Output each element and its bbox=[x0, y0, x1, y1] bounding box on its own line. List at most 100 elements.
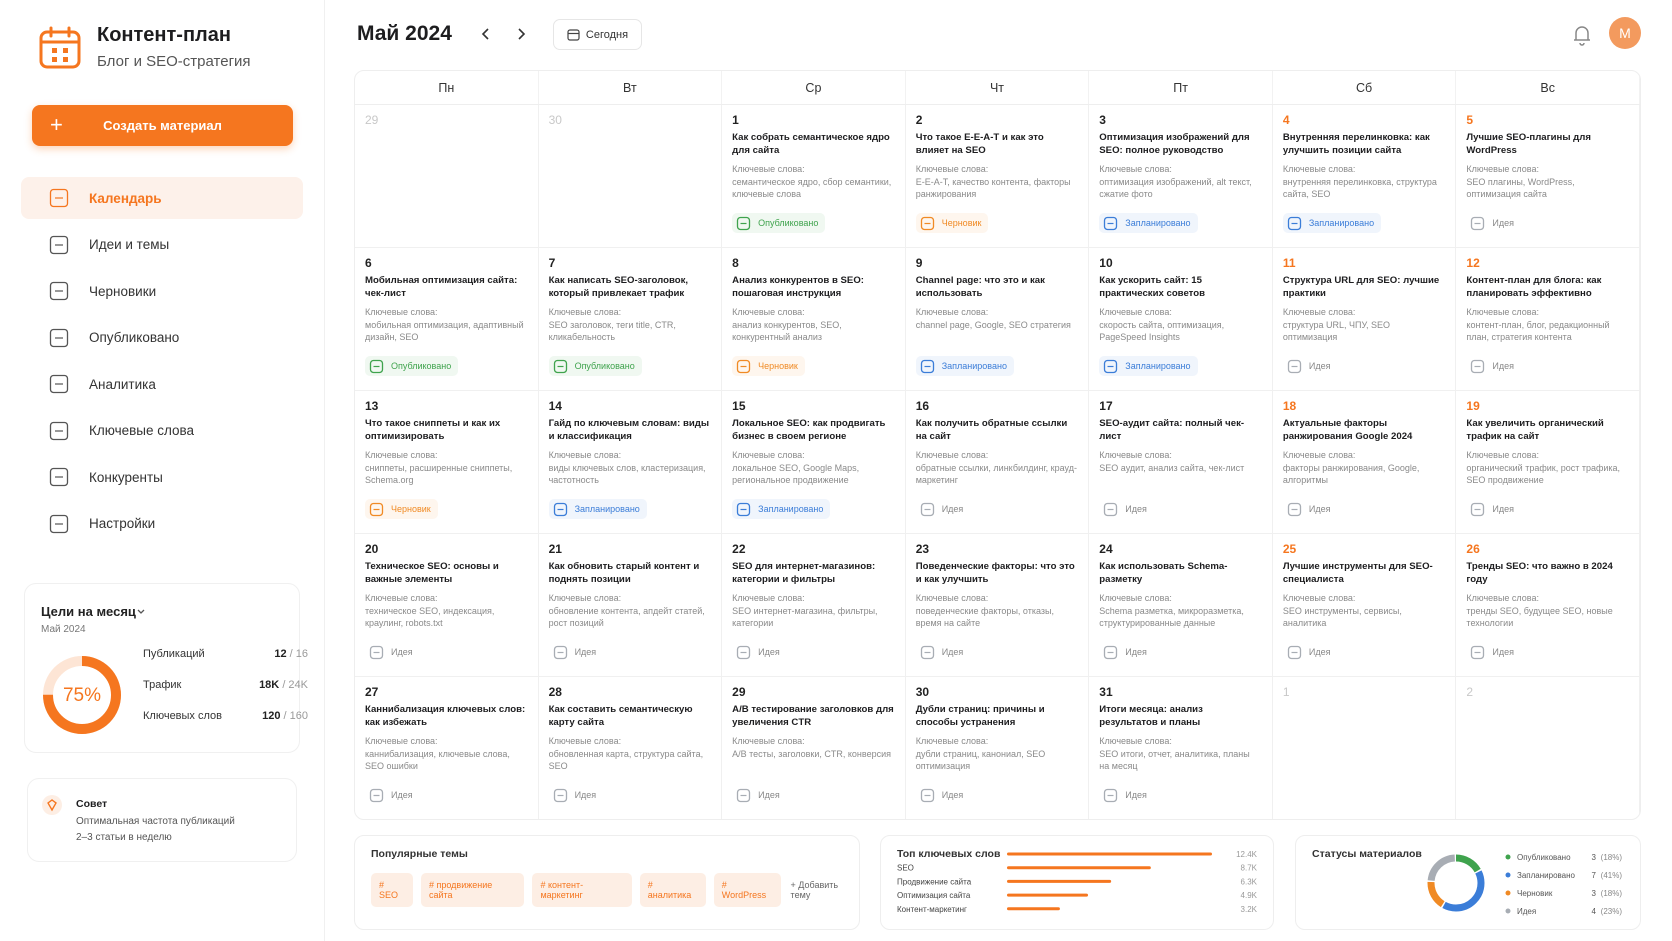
calendar-cell[interactable]: 14 Гайд по ключевым словам: виды и класси… bbox=[538, 391, 723, 534]
calendar-cell[interactable]: 15 Локальное SEO: как продвигать бизнес в… bbox=[722, 391, 906, 534]
calendar-cell[interactable]: 10 Как ускорить сайт: 15 практических сов… bbox=[1089, 248, 1273, 391]
tag[interactable]: # аналитика bbox=[639, 873, 706, 907]
post-title: Оптимизация изображений для SEO: полное … bbox=[1099, 132, 1250, 156]
calendar-cell[interactable]: 29 bbox=[355, 105, 539, 248]
day-number: 27 bbox=[365, 685, 379, 699]
status-pill: Запланировано bbox=[732, 499, 831, 519]
nav-item[interactable]: Конкуренты bbox=[21, 456, 303, 498]
tag[interactable]: # контент-маркетинг bbox=[532, 873, 632, 907]
prev-month[interactable] bbox=[478, 26, 494, 42]
icon-shape bbox=[49, 421, 69, 440]
status-label: Идея bbox=[1308, 361, 1331, 371]
calendar-cell[interactable]: 21 Как обновить старый контент и поднять … bbox=[538, 534, 723, 677]
calendar-cell[interactable]: 5 Лучшие SEO-плагины для WordPress Ключевы… bbox=[1456, 105, 1640, 248]
day-number: 15 bbox=[732, 399, 746, 413]
calendar-cell[interactable]: 12 Контент-план для блога: как планироват… bbox=[1456, 248, 1640, 391]
calendar-cell[interactable]: 1 Как собрать семантическое ядро для сайт… bbox=[722, 105, 906, 248]
day-number: 1 bbox=[732, 113, 739, 127]
calendar-cell[interactable]: 20 Техническое SEO: основы и важные элеме… bbox=[355, 534, 539, 677]
calendar-cell[interactable]: 22 SEO для интернет-магазинов: категории … bbox=[722, 534, 906, 677]
keywords-label: Ключевые слова: bbox=[1466, 450, 1539, 460]
day-number: 18 bbox=[1282, 399, 1297, 413]
tag[interactable]: # продвижение сайта bbox=[420, 873, 525, 907]
nav-item[interactable]: Черновики bbox=[21, 270, 303, 312]
calendar-cell[interactable]: 4 Внутренняя перелинковка: как улучшить п… bbox=[1272, 105, 1457, 248]
nav-item[interactable]: Опубликовано bbox=[21, 317, 303, 359]
calendar-cell[interactable]: 8 Анализ конкурентов в SEO: пошаговая инс… bbox=[722, 248, 906, 391]
day-number: 9 bbox=[915, 256, 923, 270]
tag[interactable]: # WordPress bbox=[713, 873, 781, 907]
calendar-cell[interactable]: 9 Channel page: что это и как использоват… bbox=[905, 248, 1090, 391]
add-topic[interactable]: + Добавить тему bbox=[790, 880, 839, 900]
create-button[interactable]: + Создать материал bbox=[32, 105, 293, 146]
icon bbox=[1287, 502, 1301, 516]
day-number: 10 bbox=[1099, 256, 1113, 270]
calendar-cell[interactable]: 11 Структура URL для SEO: лучшие практики… bbox=[1272, 248, 1457, 391]
day-number: 20 bbox=[365, 542, 379, 556]
day-number: 19 bbox=[1466, 399, 1480, 413]
calendar-cell[interactable]: 25 Лучшие инструменты для SEO-специалиста… bbox=[1272, 534, 1457, 677]
calendar-cell[interactable]: 13 Что такое сниппеты и как их оптимизиро… bbox=[355, 391, 539, 534]
post-title: Внутренняя перелинковка: как улучшить по… bbox=[1282, 132, 1430, 156]
icon bbox=[553, 788, 567, 802]
avatar[interactable]: M bbox=[1609, 17, 1641, 49]
keyword-bar bbox=[1007, 893, 1089, 897]
icon-shape bbox=[1104, 502, 1118, 516]
nav-label: Идеи и темы bbox=[89, 237, 170, 252]
keyword-bars: 12.4K SEO 8.7K Продвижение сайта 6.3K Оптимиз… bbox=[897, 850, 1258, 914]
calendar-cell[interactable]: 30 Дубли страниц: причины и способы устра… bbox=[906, 677, 1090, 819]
tag[interactable]: # SEO bbox=[371, 873, 413, 907]
top-keywords: Топ ключевых слов 12.4K SEO 8.7K Продвижени… bbox=[880, 835, 1274, 930]
bell[interactable] bbox=[1572, 24, 1592, 46]
goals-period: Май 2024 bbox=[41, 624, 86, 635]
post-title: Тренды SEO: что важно в 2024 году bbox=[1466, 561, 1613, 585]
keywords-label: Ключевые слова: bbox=[1099, 593, 1172, 603]
icon-shape bbox=[736, 216, 751, 230]
icon-shape bbox=[1471, 216, 1485, 230]
calendar-cell[interactable]: 1 bbox=[1273, 677, 1457, 819]
keywords-label: Ключевые слова: bbox=[915, 307, 989, 317]
day-number: 5 bbox=[1466, 113, 1474, 127]
status-pill: Идея bbox=[1283, 356, 1338, 376]
nav-item[interactable]: Аналитика bbox=[21, 363, 303, 405]
calendar-cell[interactable]: 30 bbox=[538, 105, 723, 248]
keyword-value: 4.9K bbox=[1241, 891, 1258, 900]
calendar-cell[interactable]: 17 SEO-аудит сайта: полный чек-лист Ключев… bbox=[1089, 391, 1273, 534]
next-month[interactable] bbox=[513, 26, 529, 42]
nav-item[interactable]: Идеи и темы bbox=[21, 224, 303, 266]
calendar-cell[interactable]: 16 Как получить обратные ссылки на сайт Кл… bbox=[905, 391, 1090, 534]
icon-shape bbox=[1104, 216, 1118, 230]
post-title: Итоги месяца: анализ результатов и планы bbox=[1099, 704, 1203, 728]
calendar-cell[interactable]: 31 Итоги месяца: анализ результатов и пла… bbox=[1089, 677, 1273, 819]
nav-item[interactable]: Настройки bbox=[21, 503, 303, 545]
keywords-label: Ключевые слова: bbox=[1099, 307, 1172, 317]
nav-label: Ключевые слова bbox=[89, 423, 195, 438]
status-pill: Идея bbox=[1466, 499, 1521, 519]
goals-title: Цели на месяц bbox=[41, 604, 136, 619]
calendar-cell[interactable]: 3 Оптимизация изображений для SEO: полное… bbox=[1089, 105, 1273, 248]
keyword-name: Контент-маркетинг bbox=[897, 905, 967, 914]
calendar-cell[interactable]: 27 Каннибализация ключевых слов: как избе… bbox=[355, 677, 539, 819]
calendar-cell[interactable]: 28 Как составить семантическую карту сайт… bbox=[539, 677, 723, 819]
calendar-cell[interactable]: 6 Мобильная оптимизация сайта: чек-лист Кл… bbox=[355, 248, 539, 391]
post-title: Что такое сниппеты и как их оптимизирова… bbox=[365, 418, 501, 442]
calendar-cell[interactable]: 18 Актуальные факторы ранжирования Google… bbox=[1272, 391, 1457, 534]
nav-item[interactable]: Календарь bbox=[21, 177, 303, 219]
keywords-label: Ключевые слова: bbox=[732, 736, 805, 746]
calendar-cell[interactable]: 2 bbox=[1456, 677, 1640, 819]
calendar-cell[interactable]: 7 Как написать SEO-заголовок, который при… bbox=[538, 248, 723, 391]
calendar-cell[interactable]: 24 Как использовать Schema-разметку Ключев… bbox=[1089, 534, 1273, 677]
icon bbox=[920, 216, 934, 230]
calendar-cell[interactable]: 19 Как увеличить органический трафик на с… bbox=[1456, 391, 1640, 534]
day-number: 25 bbox=[1282, 542, 1297, 556]
ring-progress bbox=[43, 656, 121, 734]
legend-percent: (18%) bbox=[1601, 853, 1623, 862]
nav-item[interactable]: Ключевые слова bbox=[21, 410, 303, 452]
calendar-cell[interactable]: 2 Что такое E-E-A-T и как это влияет на S… bbox=[905, 105, 1090, 248]
post-title: Поведенческие факторы: что это и как улу… bbox=[915, 561, 1075, 585]
calendar-cell[interactable]: 23 Поведенческие факторы: что это и как у… bbox=[905, 534, 1090, 677]
calendar-cell[interactable]: 29 A/B тестирование заголовков для увелич… bbox=[722, 677, 906, 819]
calendar-cell[interactable]: 26 Тренды SEO: что важно в 2024 году Ключе… bbox=[1456, 534, 1640, 677]
today-button[interactable]: Сегодня bbox=[553, 19, 642, 50]
status-label: Идея bbox=[1492, 218, 1515, 228]
